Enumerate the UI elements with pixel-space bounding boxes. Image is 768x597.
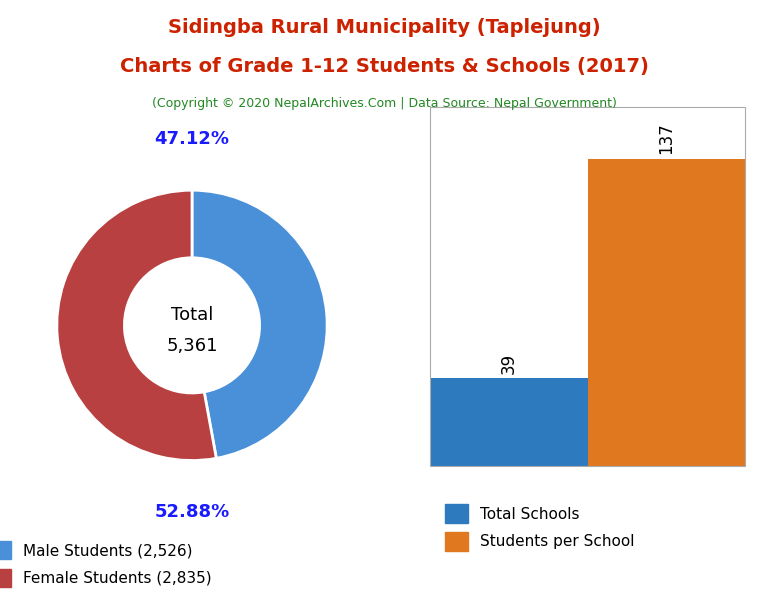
Text: 52.88%: 52.88% xyxy=(154,503,230,521)
Wedge shape xyxy=(192,190,327,458)
Legend: Male Students (2,526), Female Students (2,835): Male Students (2,526), Female Students (… xyxy=(0,533,219,595)
Text: 39: 39 xyxy=(500,353,518,374)
Text: 47.12%: 47.12% xyxy=(154,130,230,148)
Bar xyxy=(430,378,588,466)
Text: (Copyright © 2020 NepalArchives.Com | Data Source: Nepal Government): (Copyright © 2020 NepalArchives.Com | Da… xyxy=(151,97,617,110)
Text: 137: 137 xyxy=(657,123,675,155)
Text: 5,361: 5,361 xyxy=(166,337,218,355)
Text: Sidingba Rural Municipality (Taplejung): Sidingba Rural Municipality (Taplejung) xyxy=(167,18,601,37)
Text: Total: Total xyxy=(170,306,214,324)
Wedge shape xyxy=(57,190,217,460)
Text: Charts of Grade 1-12 Students & Schools (2017): Charts of Grade 1-12 Students & Schools … xyxy=(120,57,648,76)
Bar xyxy=(588,159,745,466)
Legend: Total Schools, Students per School: Total Schools, Students per School xyxy=(438,497,643,558)
